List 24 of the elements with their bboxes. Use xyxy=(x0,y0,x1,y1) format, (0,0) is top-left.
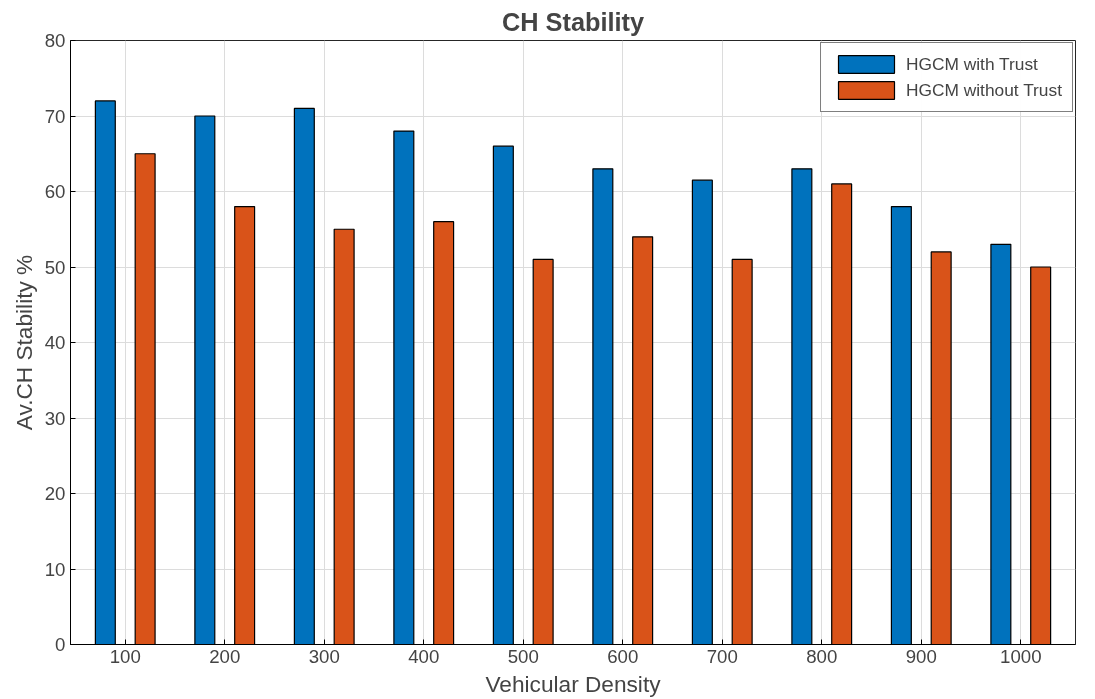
y-tick-label: 10 xyxy=(44,558,66,580)
chart-title: CH Stability xyxy=(501,7,645,36)
y-tick-label: 40 xyxy=(44,332,66,353)
x-tick-label: 200 xyxy=(209,645,241,667)
x-tick-label: 800 xyxy=(806,645,838,667)
x-tick-label: 700 xyxy=(706,645,738,667)
y-tick-label: 60 xyxy=(44,181,66,202)
x-axis-title: Vehicular Density xyxy=(485,670,662,697)
x-tick-label: 500 xyxy=(507,645,539,667)
y-tick-label: 70 xyxy=(44,105,66,127)
y-tick-label: 20 xyxy=(44,483,66,504)
x-tick-label: 1000 xyxy=(1000,645,1042,667)
y-tick-label: 80 xyxy=(44,30,66,51)
x-tick-label: 400 xyxy=(408,645,440,667)
y-axis-title: Av.CH Stability % xyxy=(10,254,37,431)
legend-label: HGCM with Trust xyxy=(906,53,1038,75)
x-tick-label: 600 xyxy=(607,645,639,667)
y-tick-label: 50 xyxy=(44,256,66,278)
x-tick-label: 900 xyxy=(905,645,937,667)
x-tick-label: 100 xyxy=(109,645,141,667)
legend-label: HGCM without Trust xyxy=(906,79,1062,101)
y-tick-label: 30 xyxy=(44,407,66,429)
x-tick-label: 300 xyxy=(308,645,340,667)
y-tick-label: 0 xyxy=(55,634,66,655)
